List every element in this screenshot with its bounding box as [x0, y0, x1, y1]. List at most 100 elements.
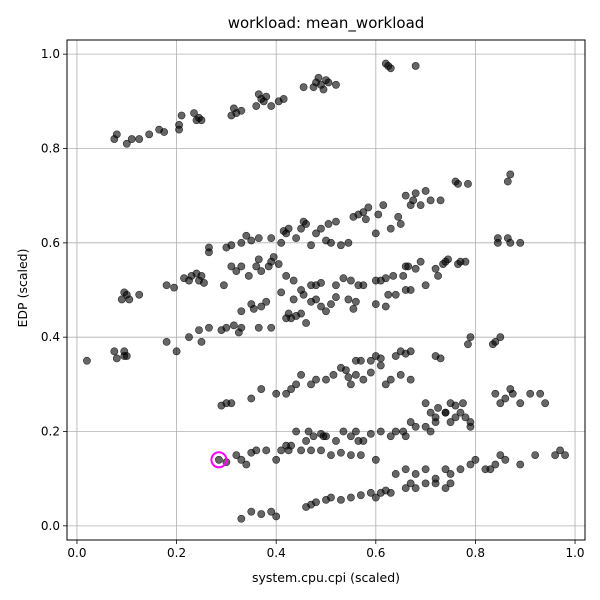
data-point	[496, 333, 505, 342]
data-point	[466, 460, 475, 469]
data-point	[162, 337, 171, 346]
data-point	[454, 179, 462, 188]
data-point	[312, 498, 320, 507]
data-point	[324, 78, 333, 87]
data-point	[279, 95, 288, 103]
data-point	[287, 441, 296, 450]
data-point	[277, 238, 286, 247]
data-point	[556, 446, 564, 455]
data-point	[317, 224, 325, 233]
x-tick-label: 0.4	[267, 546, 286, 560]
chart-title: workload: mean_workload	[228, 14, 425, 33]
data-point	[526, 389, 535, 398]
data-point	[272, 512, 281, 521]
data-point	[446, 479, 455, 488]
data-point	[359, 208, 368, 217]
data-point	[242, 231, 251, 240]
data-point	[112, 354, 121, 363]
data-point	[501, 455, 510, 464]
data-point	[317, 279, 325, 287]
highlight-marker	[210, 451, 228, 469]
data-point	[386, 375, 395, 384]
data-point	[399, 271, 408, 280]
data-point	[409, 196, 418, 205]
data-point	[471, 455, 480, 464]
data-point	[421, 187, 430, 195]
data-point	[371, 455, 380, 464]
data-point	[297, 371, 305, 379]
data-point	[257, 302, 266, 311]
data-point	[332, 437, 340, 445]
data-point	[274, 260, 283, 268]
data-point	[421, 281, 430, 290]
data-point	[516, 460, 525, 469]
data-point	[381, 380, 390, 389]
data-point	[411, 62, 420, 70]
data-point	[366, 368, 375, 377]
data-point	[264, 262, 273, 271]
data-point	[317, 302, 325, 311]
data-point	[227, 241, 236, 250]
data-point	[344, 238, 353, 247]
data-point	[292, 380, 301, 389]
data-point	[302, 220, 310, 228]
data-point	[215, 455, 223, 464]
y-tick-label: 0.2	[41, 425, 60, 439]
data-point	[466, 333, 475, 342]
data-point	[496, 399, 505, 408]
data-point	[327, 493, 335, 502]
data-point	[516, 399, 525, 408]
data-point	[464, 340, 472, 349]
data-point	[229, 321, 238, 330]
data-point	[421, 465, 430, 474]
data-point	[461, 413, 470, 422]
data-point	[247, 507, 256, 516]
data-point	[496, 451, 505, 459]
y-tick-label: 1.0	[41, 47, 60, 61]
data-point	[536, 389, 545, 398]
data-point	[205, 248, 213, 257]
data-point	[177, 111, 186, 120]
data-point	[282, 389, 291, 398]
data-point	[464, 179, 472, 188]
data-point	[389, 271, 398, 280]
data-point	[406, 418, 415, 426]
data-point	[396, 371, 405, 379]
data-point	[332, 80, 340, 89]
data-point	[411, 422, 420, 431]
data-point	[486, 465, 495, 474]
data-point	[112, 130, 121, 139]
data-point	[426, 196, 435, 205]
data-point	[309, 432, 318, 441]
data-point	[237, 307, 246, 316]
data-point	[219, 281, 228, 290]
data-point	[416, 201, 425, 209]
data-point	[426, 408, 435, 417]
data-point	[356, 356, 365, 365]
data-point	[269, 253, 278, 261]
data-point	[401, 465, 410, 474]
data-point	[374, 210, 383, 219]
data-point	[197, 116, 206, 125]
x-tick-label: 0.8	[466, 546, 485, 560]
data-point	[324, 220, 333, 228]
data-point	[379, 201, 388, 209]
data-point	[232, 451, 241, 459]
data-point	[411, 264, 420, 273]
data-point	[401, 484, 410, 493]
data-point	[386, 432, 395, 441]
data-point	[170, 283, 178, 292]
data-point	[110, 347, 119, 356]
data-point	[431, 418, 440, 426]
data-point	[421, 399, 430, 408]
data-point	[289, 295, 298, 304]
y-tick-label: 0.6	[41, 236, 60, 250]
data-point	[441, 408, 450, 417]
data-point	[272, 455, 281, 464]
data-point	[197, 337, 206, 346]
data-point	[254, 323, 263, 332]
data-point	[257, 267, 266, 276]
data-point	[127, 135, 136, 143]
data-point	[297, 309, 305, 318]
